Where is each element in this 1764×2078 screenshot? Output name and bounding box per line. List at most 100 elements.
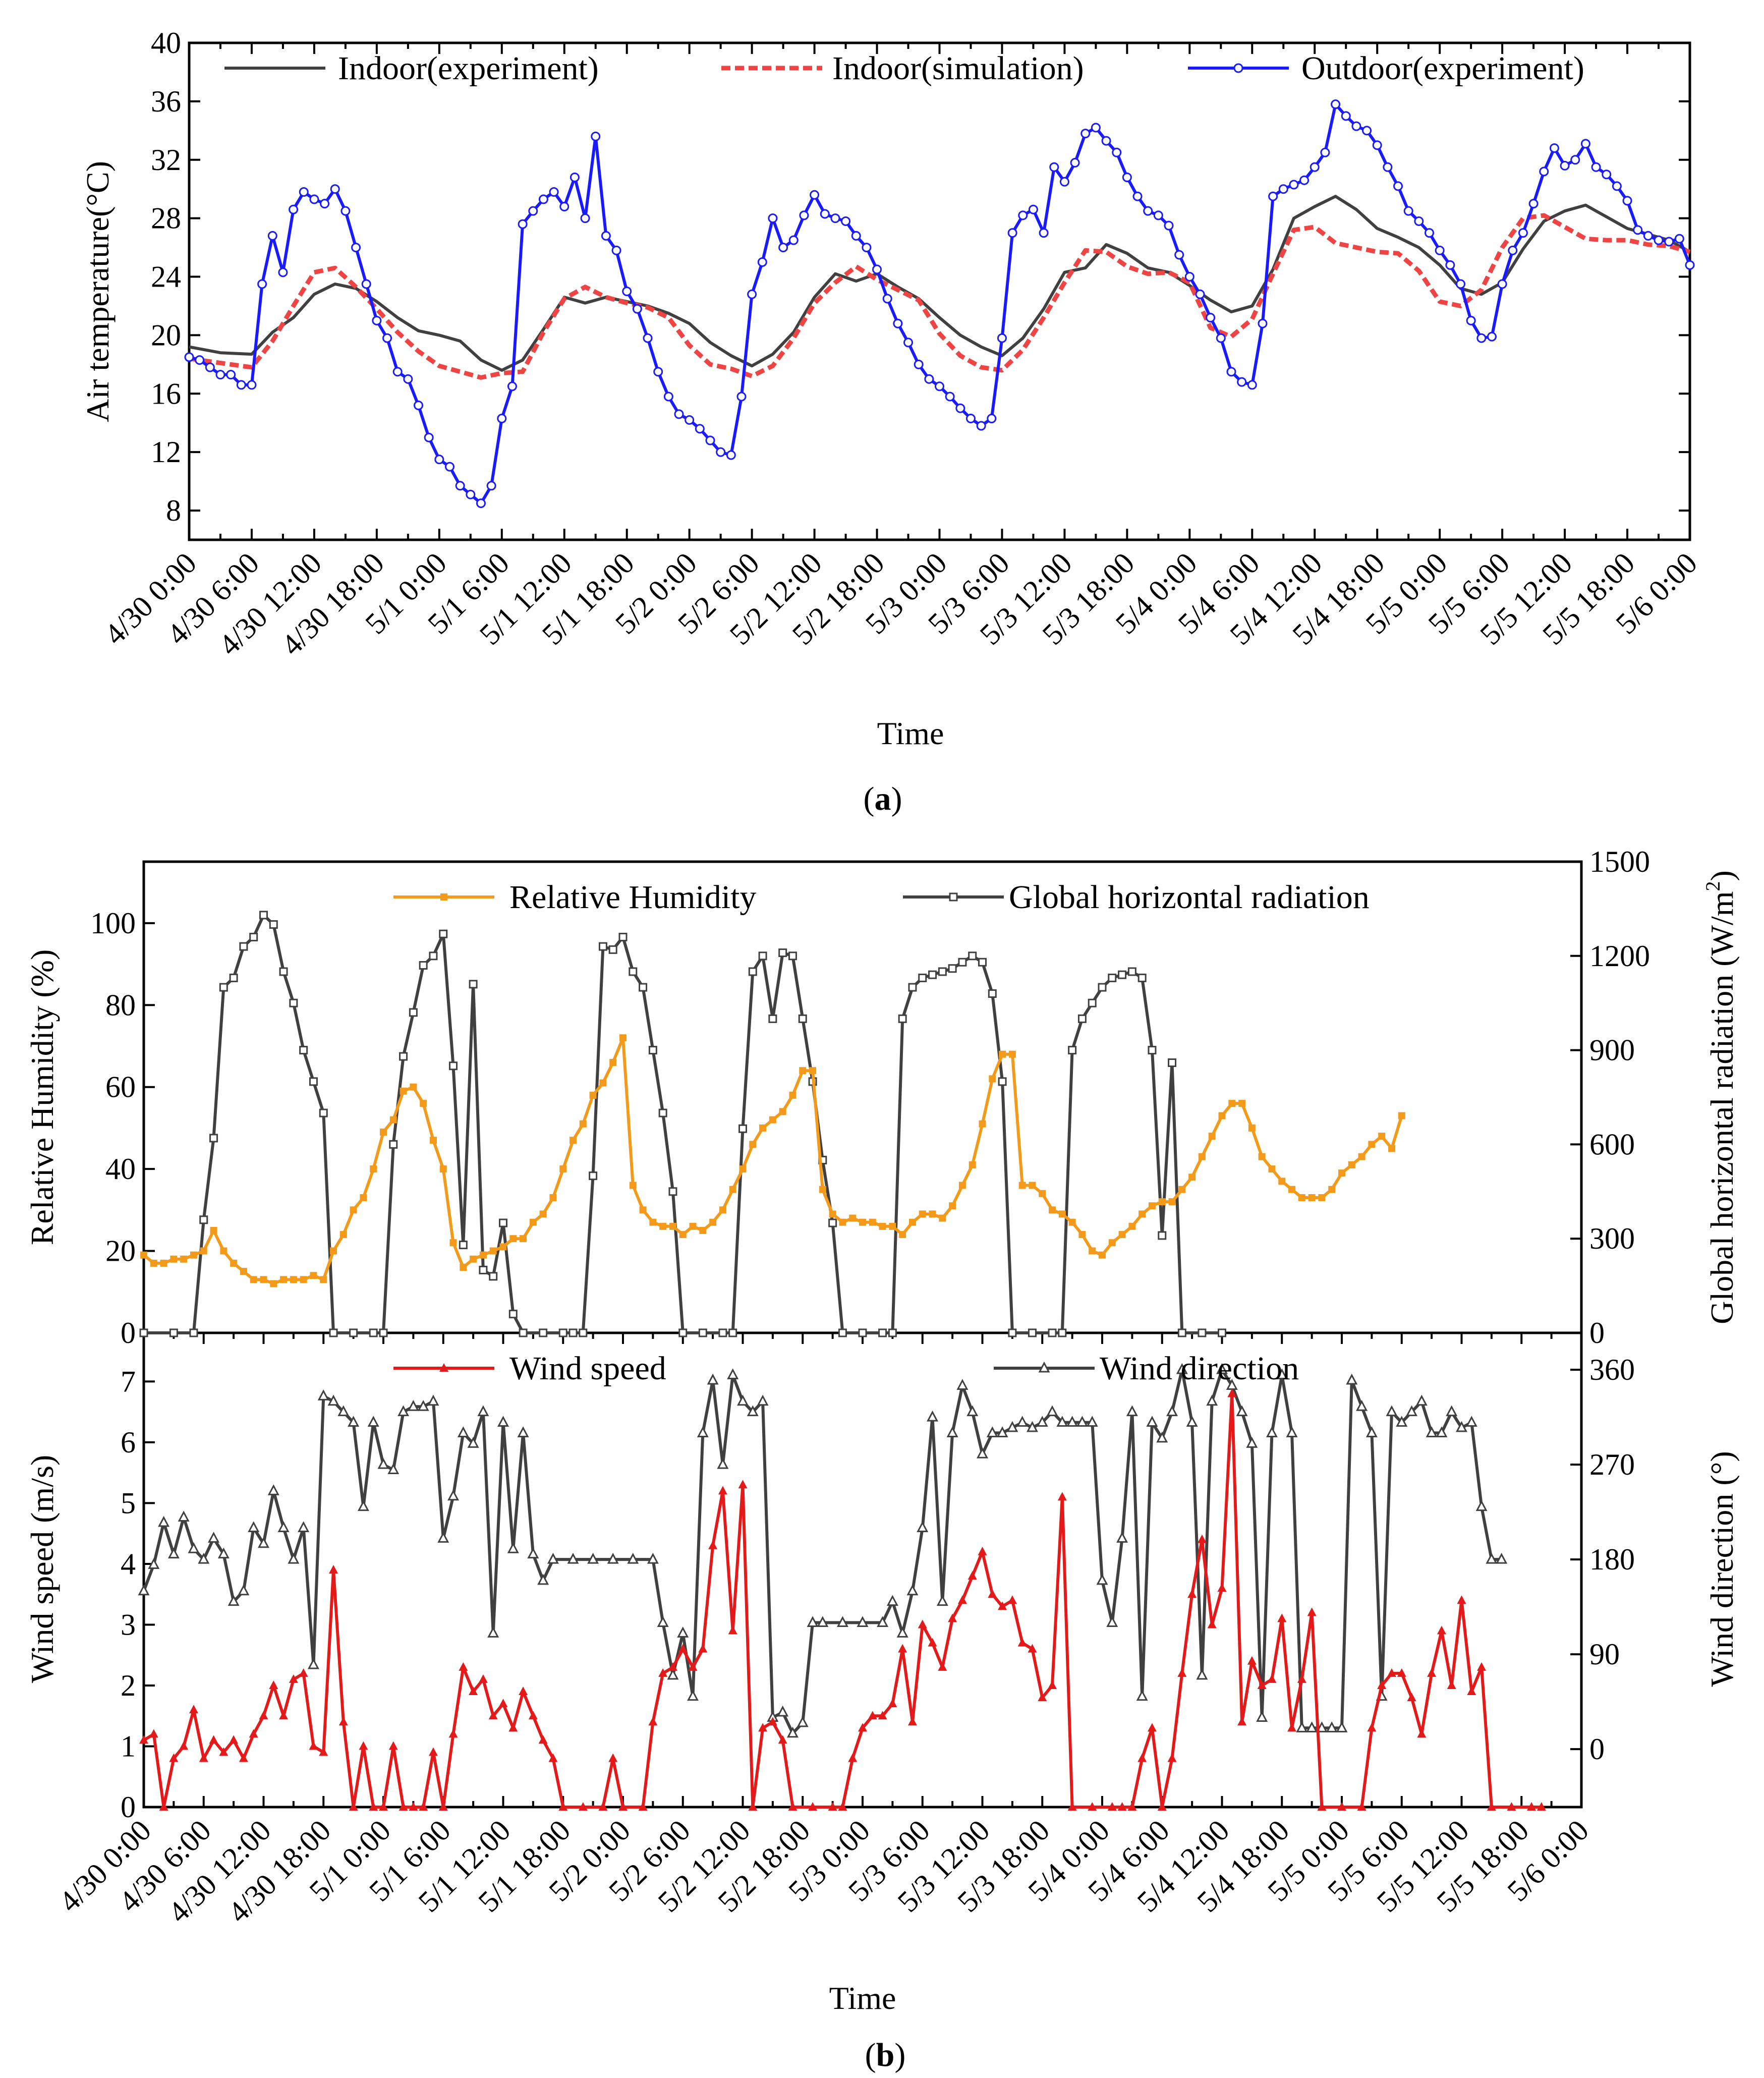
chart-b-humidity-point (270, 1280, 277, 1287)
chart-b-radiation-point (639, 983, 648, 992)
chart-b-wind-speed-point (189, 1705, 198, 1714)
chart-b-top-frame (142, 860, 1583, 1334)
chart-b-wind-speed-point (1337, 1802, 1346, 1811)
chart-b-wind-speed-point (338, 1717, 348, 1726)
chart-b-wind-direction-point (1186, 1416, 1198, 1427)
chart-a-point (466, 489, 476, 499)
chart-b-humidity-point (1328, 1186, 1336, 1193)
chart-b-humidity-point (839, 1218, 846, 1226)
chart-b-radiation-point (968, 951, 977, 961)
chart-b-humidity-point (250, 1276, 257, 1283)
chart-a-point (1091, 123, 1101, 133)
chart-b-bottom-right-tick-label: 270 (1589, 1448, 1635, 1481)
chart-a-point (726, 450, 736, 460)
chart-b-radiation-point (948, 964, 957, 973)
caption-a: (a) (864, 780, 902, 817)
chart-a-point (1184, 272, 1194, 282)
chart-b-humidity-point (889, 1222, 896, 1230)
chart-b-wind-speed-point (478, 1674, 488, 1683)
chart-b-bottom-right-tick-label: 360 (1589, 1353, 1635, 1386)
chart-b-humidity-point (1139, 1210, 1146, 1218)
chart-a-y-tick-label: 20 (151, 318, 181, 352)
chart-a-point (215, 370, 225, 380)
chart-b-humidity-point (619, 1034, 627, 1042)
chart-b-wind-direction-point (567, 1552, 579, 1564)
chart-b-wind-direction-point (677, 1626, 689, 1638)
chart-a-point (955, 403, 965, 413)
chart-a-legend-label-1: Indoor(experiment) (338, 50, 599, 87)
chart-b-wind-speed-point (728, 1625, 737, 1635)
chart-b-radiation-point (309, 1077, 318, 1086)
chart-b-wind-direction-point (327, 1394, 339, 1406)
chart-b-wind-speed-point (968, 1571, 977, 1580)
chart-b-wind-direction-point (337, 1405, 350, 1417)
chart-b-humidity-point (679, 1231, 687, 1239)
chart-b-legend-label-3: Wind speed (509, 1350, 666, 1387)
chart-a-point (257, 279, 267, 289)
chart-b-top-left-tick-label: 80 (105, 988, 136, 1022)
chart-b-wind-speed-point (249, 1729, 258, 1738)
chart-b-humidity-point (1158, 1198, 1166, 1206)
chart-b-wind-speed-point (1287, 1723, 1297, 1732)
chart-b-radiation-point (748, 967, 757, 976)
chart-b-wind-speed-point (219, 1747, 229, 1756)
chart-a-point (945, 391, 955, 402)
chart-b-wind-speed-point (888, 1699, 897, 1708)
chart-b-humidity-point (479, 1251, 487, 1259)
chart-a-point (1018, 210, 1028, 220)
chart-b-wind-direction-point (1106, 1616, 1118, 1627)
chart-a-point (1247, 380, 1257, 390)
chart-b-wind-direction-point (138, 1584, 150, 1596)
chart-b-radiation-point (1058, 1328, 1067, 1337)
chart-b-wind-direction-point (527, 1547, 539, 1559)
chart-b-wind-direction-point (298, 1521, 310, 1532)
chart-b-wind-speed-point (698, 1644, 708, 1653)
chart-b-top-right-tick-label: 900 (1589, 1034, 1635, 1067)
chart-a-point (1383, 162, 1393, 172)
chart-b-wind-direction-point (1446, 1405, 1458, 1417)
chart-b-radiation-point (828, 1218, 837, 1227)
chart-b-humidity-point (1358, 1153, 1365, 1160)
chart-b-humidity-point (1208, 1133, 1216, 1140)
chart-b-wind-direction-point (1116, 1532, 1128, 1543)
chart-a-point (392, 367, 403, 377)
chart-b-wind-direction-point (1166, 1405, 1178, 1417)
chart-b-wind-direction-point (777, 1705, 789, 1717)
chart-b-humidity-point (1218, 1112, 1226, 1119)
chart-a-point (1278, 184, 1288, 194)
chart-b-top-right-tick-label: 300 (1589, 1222, 1635, 1255)
chart-b-humidity-point (230, 1259, 238, 1267)
chart-a-plot-frame (188, 41, 1691, 541)
chart-b-humidity-point (310, 1272, 317, 1279)
chart-b-bottom-right-tick-label: 0 (1589, 1732, 1605, 1766)
chart-b-wind-speed-point (1417, 1729, 1427, 1738)
chart-b-wind-direction-point (1426, 1426, 1438, 1437)
chart-b-wind-speed-point (399, 1802, 408, 1811)
chart-b-radiation-point (249, 932, 258, 941)
chart-a-point (1112, 147, 1122, 157)
chart-a-point (1372, 140, 1382, 150)
chart-b-radiation-point (199, 1215, 208, 1224)
chart-b-radiation-point (998, 1077, 1007, 1086)
chart-b-wind-speed-point (1507, 1802, 1516, 1811)
chart-a-y-tick-label: 40 (151, 26, 181, 60)
chart-b-humidity-point (570, 1137, 577, 1144)
chart-a-y-tick-label: 12 (151, 435, 181, 469)
chart-b-wind-speed-point (498, 1699, 508, 1708)
chart-b-humidity-point (859, 1218, 866, 1226)
chart-b-wind-direction-point (417, 1400, 429, 1411)
chart-a-point (632, 304, 642, 314)
chart-b-legend-marker (439, 1363, 448, 1372)
chart-b-radiation-point (928, 970, 937, 979)
chart-b-radiation-point (1028, 1328, 1037, 1337)
chart-b-wind-speed-point (369, 1802, 378, 1811)
chart-b-radiation-point (918, 973, 927, 982)
chart-b-wind-speed-point (409, 1802, 418, 1811)
chart-b-wind-direction-point (727, 1368, 739, 1380)
chart-b-humidity-point (300, 1276, 307, 1283)
chart-b-humidity-point (1318, 1194, 1326, 1201)
chart-a-point (1466, 315, 1476, 325)
chart-b-wind-speed-point (848, 1753, 858, 1762)
chart-b-wind-speed-point (828, 1802, 837, 1811)
chart-b-wind-direction-point (1286, 1426, 1298, 1437)
